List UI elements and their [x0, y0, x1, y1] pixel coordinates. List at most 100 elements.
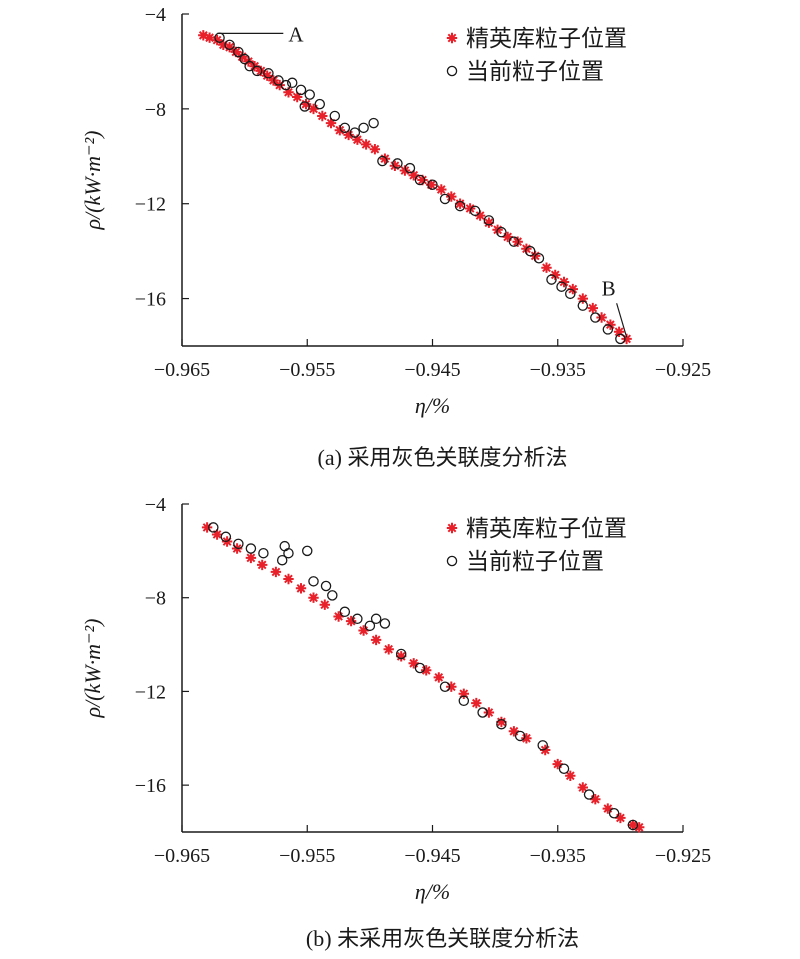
- chart-panel-a: −0.965 −0.955 −0.945 −0.935 −0.925 −4 −8 −12 −16…: [80, 4, 711, 470]
- data-point-circle: [627, 819, 639, 831]
- data-point-circle: [352, 613, 363, 625]
- y-tick-label: −8: [145, 588, 166, 610]
- data-point-asterisk: [230, 46, 242, 58]
- data-point-asterisk: [333, 611, 344, 622]
- x-tick-label: −0.945: [404, 359, 460, 381]
- data-point-asterisk: [383, 644, 394, 655]
- y-tick-label: −8: [145, 99, 166, 121]
- data-point-circle: [239, 53, 250, 65]
- series-current-particles: [214, 32, 626, 345]
- legend-marker-elite: [446, 522, 458, 534]
- data-point-circle: [276, 554, 288, 566]
- data-point-circle: [439, 193, 451, 205]
- data-point-asterisk: [370, 634, 382, 646]
- data-point-circle: [251, 65, 263, 77]
- data-point-circle: [404, 162, 416, 174]
- data-point-asterisk: [257, 559, 268, 571]
- data-point-circle: [299, 101, 310, 112]
- data-point-asterisk: [379, 153, 391, 164]
- data-point-circle: [533, 253, 545, 264]
- data-point-asterisk: [577, 782, 588, 793]
- panel-caption: (a) 采用灰色关联度分析法: [318, 445, 568, 470]
- data-point-circle: [279, 540, 290, 552]
- data-point-asterisk: [483, 217, 495, 228]
- data-point-asterisk: [343, 129, 354, 141]
- data-point-asterisk: [408, 658, 419, 669]
- data-point-asterisk: [615, 812, 626, 824]
- legend-marker-current: [446, 555, 458, 567]
- x-tick-label: −0.935: [530, 845, 586, 867]
- data-point-circle: [577, 300, 589, 311]
- data-point-circle: [602, 324, 614, 335]
- data-point-asterisk: [577, 293, 588, 304]
- data-point-asterisk: [211, 529, 223, 540]
- data-point-circle: [524, 245, 536, 257]
- data-point-circle: [546, 274, 557, 285]
- data-point-asterisk: [621, 333, 632, 345]
- data-point-asterisk: [317, 110, 328, 122]
- data-point-asterisk: [389, 160, 401, 171]
- data-point-asterisk: [360, 139, 372, 150]
- data-point-circle: [477, 707, 488, 718]
- data-point-circle: [258, 547, 269, 559]
- data-point-circle: [368, 117, 379, 129]
- data-point-asterisk: [334, 125, 345, 136]
- data-point-circle: [233, 538, 244, 550]
- data-point-circle: [314, 98, 326, 110]
- data-point-asterisk: [454, 198, 466, 209]
- data-point-circle: [244, 60, 255, 72]
- data-point-asterisk: [417, 174, 428, 186]
- data-point-circle: [558, 763, 570, 774]
- data-point-circle: [245, 543, 257, 554]
- data-point-asterisk: [540, 744, 551, 756]
- data-point-circle: [327, 590, 338, 601]
- y-tick-label: −4: [145, 4, 166, 26]
- x-tick-label: −0.925: [655, 845, 711, 867]
- data-point-circle: [370, 613, 382, 625]
- data-point-circle: [320, 580, 332, 592]
- data-point-asterisk: [474, 210, 486, 221]
- x-tick-label: −0.955: [279, 845, 335, 867]
- panel-caption: (b) 未采用灰色关联度分析法: [306, 926, 579, 951]
- data-point-asterisk: [502, 231, 513, 243]
- annotation-leader-B: [616, 303, 628, 338]
- data-point-asterisk: [300, 98, 312, 110]
- data-point-asterisk: [627, 819, 639, 831]
- legend-label-elite: 精英库粒子位置: [466, 26, 627, 51]
- legend-label-elite: 精英库粒子位置: [466, 516, 627, 541]
- data-point-circle: [208, 522, 219, 533]
- data-point-asterisk: [596, 312, 607, 323]
- data-point-asterisk: [541, 262, 552, 273]
- y-tick-label: −16: [135, 289, 166, 311]
- data-point-asterisk: [446, 681, 457, 692]
- data-point-circle: [224, 39, 235, 51]
- data-point-asterisk: [408, 170, 419, 181]
- data-point-circle: [220, 531, 232, 543]
- data-point-asterisk: [224, 42, 235, 53]
- data-point-circle: [427, 179, 438, 190]
- annotation-label-B: B: [602, 276, 616, 300]
- data-point-asterisk: [558, 276, 570, 288]
- data-point-asterisk: [496, 716, 507, 728]
- annotation-label-A: A: [288, 22, 304, 46]
- data-point-asterisk: [283, 573, 294, 585]
- series-current-particles: [208, 522, 639, 831]
- x-tick-label: −0.935: [530, 359, 586, 381]
- data-point-asterisk: [552, 758, 563, 770]
- data-point-circle: [304, 89, 316, 100]
- data-point-circle: [496, 226, 507, 238]
- data-point-asterisk: [426, 179, 437, 190]
- data-point-asterisk: [245, 552, 257, 564]
- data-point-circle: [339, 122, 351, 134]
- data-point-circle: [364, 620, 376, 632]
- data-point-asterisk: [319, 599, 330, 610]
- data-point-circle: [414, 662, 426, 674]
- data-point-asterisk: [521, 733, 532, 744]
- data-point-circle: [537, 740, 548, 751]
- data-point-asterisk: [262, 70, 273, 81]
- y-tick-label: −4: [145, 494, 166, 516]
- data-point-asterisk: [396, 651, 407, 662]
